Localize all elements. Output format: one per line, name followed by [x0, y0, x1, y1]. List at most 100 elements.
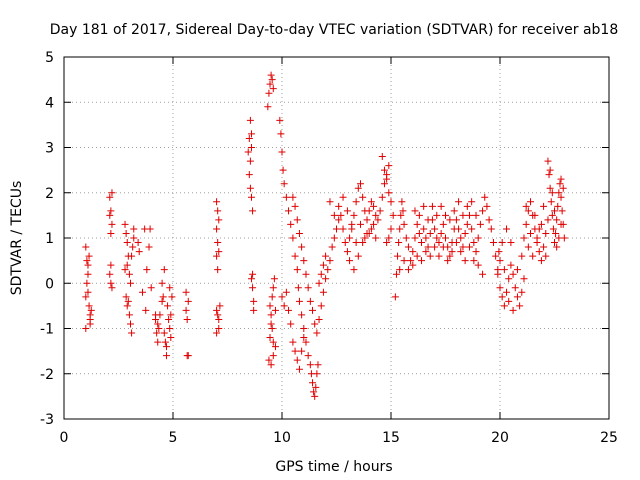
- data-point: [385, 189, 393, 197]
- data-point: [487, 225, 495, 233]
- data-point: [341, 239, 349, 247]
- data-point: [85, 252, 93, 260]
- data-point: [268, 325, 276, 332]
- data-point: [361, 234, 369, 242]
- y-tick-label: 1: [45, 231, 54, 247]
- data-point: [106, 211, 114, 219]
- data-point: [247, 193, 255, 201]
- data-point: [138, 288, 146, 296]
- data-point: [552, 229, 560, 237]
- data-point: [420, 202, 428, 210]
- data-series: [244, 116, 258, 314]
- data-point: [399, 207, 407, 215]
- data-point: [540, 202, 548, 210]
- data-point: [291, 202, 299, 210]
- data-series: [134, 225, 155, 314]
- y-tick-label: -1: [40, 322, 54, 338]
- data-point: [213, 198, 221, 206]
- data-point: [365, 207, 373, 215]
- data-point: [128, 329, 136, 337]
- data-point: [435, 252, 443, 260]
- data-point: [269, 284, 277, 292]
- data-point: [409, 248, 417, 256]
- data-point: [524, 207, 532, 215]
- data-point: [544, 216, 552, 224]
- data-point: [356, 220, 364, 228]
- data-point: [496, 284, 504, 292]
- data-point: [269, 338, 277, 346]
- data-point: [82, 325, 90, 332]
- data-point: [446, 252, 454, 260]
- data-point: [370, 202, 378, 210]
- data-point: [548, 189, 556, 197]
- data-point: [531, 211, 539, 219]
- data-point: [268, 293, 276, 301]
- data-point: [130, 225, 138, 233]
- data-point: [107, 207, 115, 215]
- data-point: [535, 225, 543, 233]
- data-point: [154, 338, 162, 346]
- data-point: [385, 162, 393, 170]
- data-point: [86, 311, 94, 319]
- data-point: [465, 211, 473, 219]
- data-point: [555, 189, 563, 197]
- data-point: [463, 202, 471, 210]
- data-point: [535, 248, 543, 256]
- data-point: [505, 297, 513, 305]
- data-point: [130, 234, 138, 242]
- data-point: [542, 229, 550, 237]
- data-series: [494, 225, 528, 314]
- data-point: [182, 288, 190, 296]
- data-point: [317, 302, 325, 310]
- data-point: [557, 220, 565, 228]
- data-point: [444, 257, 452, 265]
- data-point: [278, 293, 286, 301]
- y-tick-label: 3: [45, 141, 54, 157]
- data-point: [124, 297, 132, 305]
- data-point: [507, 261, 515, 269]
- data-point: [326, 257, 334, 265]
- data-point: [415, 229, 423, 237]
- data-point: [322, 252, 330, 260]
- data-point: [123, 261, 131, 269]
- data-point: [184, 297, 192, 305]
- data-point: [291, 347, 299, 355]
- data-point: [551, 207, 558, 215]
- data-point: [278, 148, 286, 156]
- data-point: [83, 279, 91, 287]
- data-point: [244, 148, 252, 156]
- data-point: [285, 207, 293, 215]
- data-point: [154, 320, 162, 328]
- data-point: [498, 239, 506, 247]
- data-point: [378, 193, 386, 201]
- data-point: [293, 216, 301, 224]
- data-point: [298, 347, 306, 355]
- data-point: [152, 311, 160, 319]
- data-point: [216, 302, 224, 310]
- data-point: [520, 275, 528, 283]
- x-tick-label: 15: [382, 430, 400, 446]
- data-point: [495, 248, 503, 256]
- data-point: [265, 89, 273, 97]
- data-point: [311, 392, 319, 400]
- data-point: [404, 243, 412, 251]
- data-point: [122, 229, 130, 237]
- data-point: [394, 252, 402, 260]
- data-point: [125, 270, 133, 278]
- data-point: [474, 261, 482, 269]
- data-point: [350, 211, 358, 219]
- data-point: [505, 275, 513, 283]
- data-point: [289, 338, 297, 346]
- data-point: [446, 216, 454, 224]
- data-point: [557, 193, 565, 201]
- data-point: [411, 234, 419, 242]
- data-point: [370, 220, 378, 228]
- data-point: [420, 225, 428, 233]
- data-point: [518, 252, 526, 260]
- data-point: [479, 207, 487, 215]
- data-point: [265, 356, 273, 364]
- data-point: [168, 293, 176, 301]
- data-point: [422, 248, 430, 256]
- data-point: [155, 325, 163, 332]
